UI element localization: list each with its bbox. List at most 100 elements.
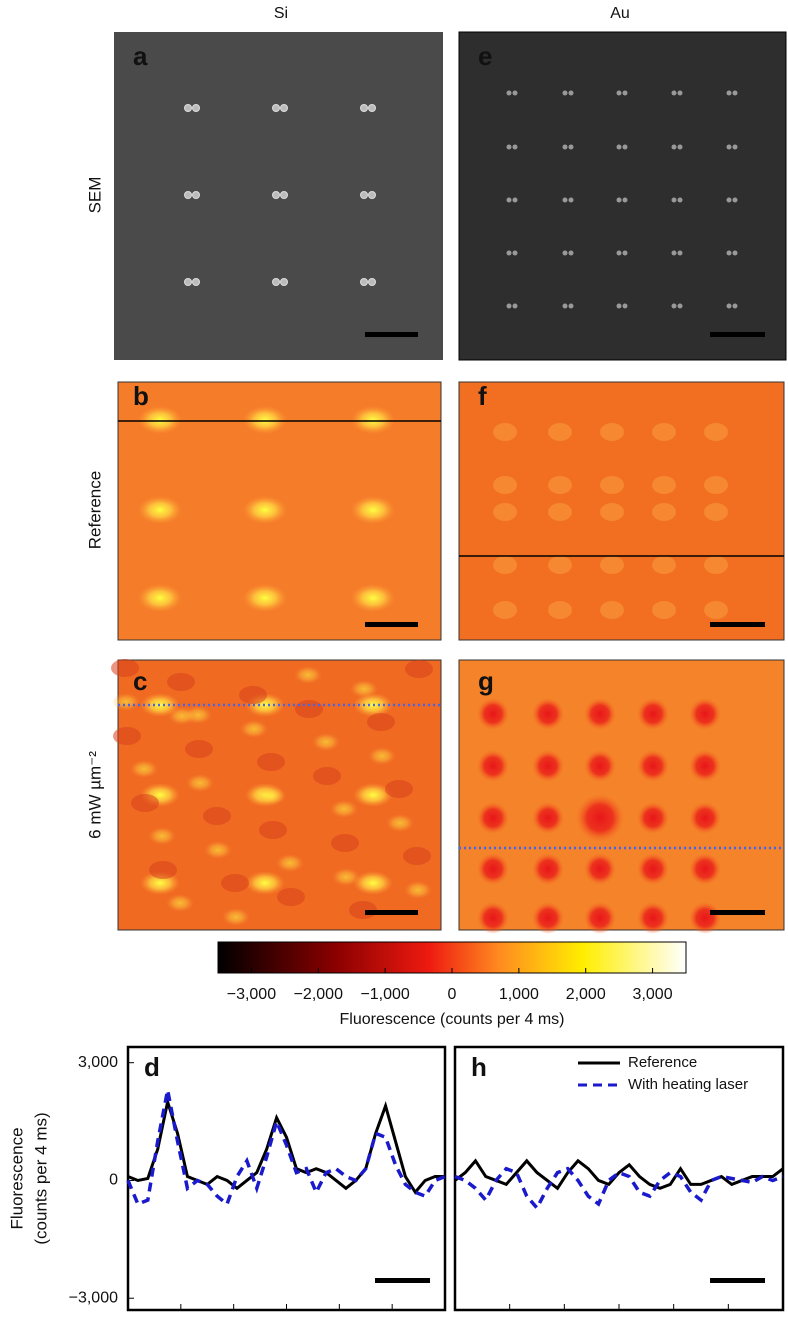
particle [622, 144, 628, 150]
speckle [276, 854, 304, 872]
image-features [111, 90, 738, 934]
speckle [111, 659, 139, 677]
particle [184, 191, 192, 199]
speckle [240, 720, 268, 738]
dip [689, 902, 721, 934]
particle [280, 278, 288, 286]
particle [622, 250, 628, 256]
particle [622, 90, 628, 96]
faint-spot [548, 423, 572, 441]
y-axis-label: Fluorescence [7, 1127, 26, 1229]
particle [677, 144, 683, 150]
panel-letter: h [471, 1052, 487, 1082]
dip [584, 902, 616, 934]
row-label: 6 mW µm⁻² [85, 751, 104, 839]
particle [726, 303, 732, 309]
particle [506, 197, 512, 203]
speckle [313, 767, 341, 785]
speckle [405, 660, 433, 678]
hotspot [243, 584, 287, 612]
particle [562, 250, 568, 256]
scale-bar [710, 1278, 765, 1283]
particle [616, 303, 622, 309]
particle [512, 90, 518, 96]
particle [272, 104, 280, 112]
speckle [277, 888, 305, 906]
particle [671, 250, 677, 256]
particle [360, 278, 368, 286]
column-label: Si [274, 5, 288, 22]
speckle [385, 780, 413, 798]
colorbar-tick-label: 3,000 [633, 986, 673, 1003]
faint-spot [493, 423, 517, 441]
speckle [312, 733, 340, 751]
series-line [126, 1089, 446, 1207]
dip [532, 698, 564, 730]
colorbar-label: Fluorescence (counts per 4 ms) [340, 1011, 565, 1028]
hotspot [245, 871, 285, 895]
panel-letter: e [478, 41, 492, 71]
speckle [331, 834, 359, 852]
dip [532, 853, 564, 885]
faint-spot [600, 503, 624, 521]
speckle [131, 794, 159, 812]
plot-frame [126, 1045, 447, 1312]
particle [622, 197, 628, 203]
particle [280, 104, 288, 112]
particle [726, 250, 732, 256]
dip [637, 902, 669, 934]
faint-spot [493, 503, 517, 521]
particle [368, 104, 376, 112]
scale-bar [710, 910, 765, 915]
particle [562, 90, 568, 96]
dip [532, 902, 564, 934]
column-label: Au [610, 5, 630, 22]
speckle [203, 807, 231, 825]
speckle [204, 841, 232, 859]
colorbar-tick-label: −2,000 [294, 986, 343, 1003]
row-label: SEM [85, 177, 104, 214]
particle [671, 197, 677, 203]
particle [512, 144, 518, 150]
panel-letter: c [133, 666, 147, 696]
speckle [332, 868, 360, 886]
speckle [259, 821, 287, 839]
particle [184, 278, 192, 286]
particle [506, 303, 512, 309]
faint-spot [493, 476, 517, 494]
faint-spot [548, 601, 572, 619]
dip [576, 794, 624, 842]
hotspot [138, 496, 182, 524]
particle [506, 250, 512, 256]
speckle [368, 747, 396, 765]
colorbar-tick-label: 1,000 [499, 986, 539, 1003]
y-axis-label: (counts per 4 ms) [31, 1112, 50, 1244]
particle [732, 90, 738, 96]
faint-spot [493, 556, 517, 574]
dip [689, 750, 721, 782]
legend-label: With heating laser [628, 1076, 748, 1093]
legend-label: Reference [628, 1054, 697, 1071]
particle [622, 303, 628, 309]
particle [192, 278, 200, 286]
scale-bars [365, 332, 765, 1283]
particle [192, 104, 200, 112]
row-label: Reference [85, 471, 104, 549]
faint-spot [652, 601, 676, 619]
dip [637, 802, 669, 834]
speckle [294, 666, 322, 684]
dip [532, 802, 564, 834]
particle [368, 191, 376, 199]
speckle [149, 861, 177, 879]
particle [568, 303, 574, 309]
particle [368, 278, 376, 286]
hotspot [351, 496, 395, 524]
hotspot [351, 406, 395, 434]
dip [477, 902, 509, 934]
scale-bar [365, 332, 418, 337]
faint-spot [493, 601, 517, 619]
dip [477, 750, 509, 782]
panel-letter: b [133, 381, 149, 411]
dip [689, 698, 721, 730]
panel-letter: d [144, 1052, 160, 1082]
